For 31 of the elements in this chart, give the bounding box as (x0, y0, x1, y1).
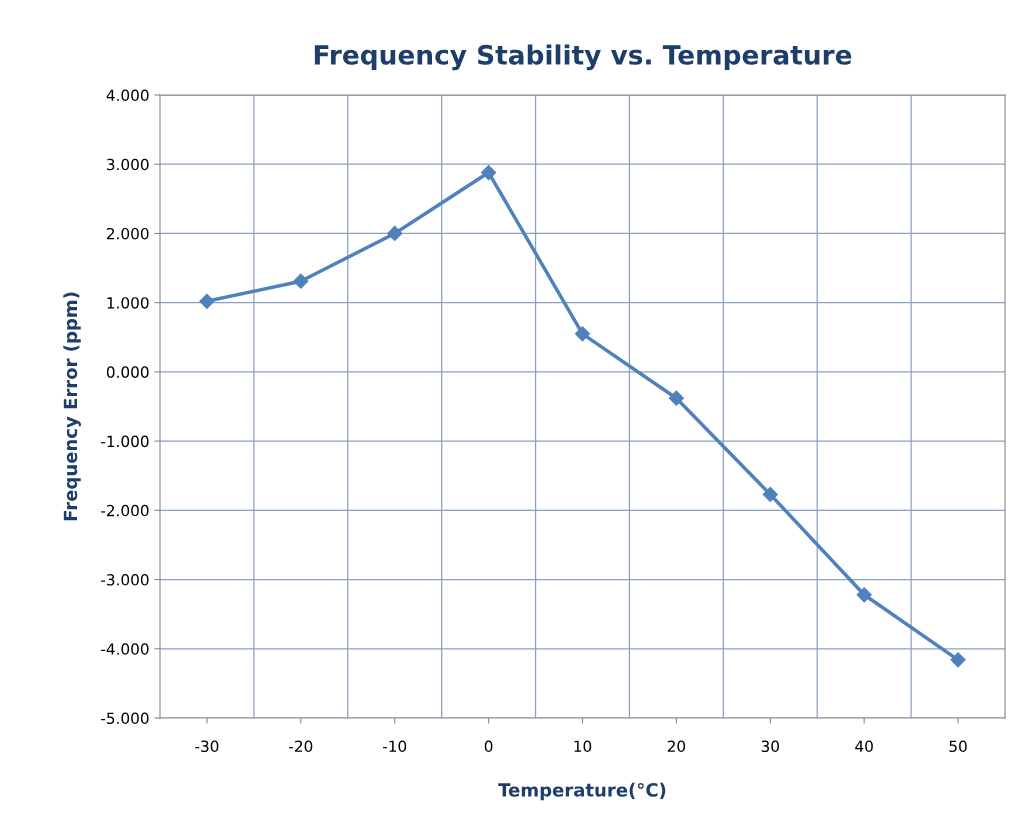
point (481, 164, 497, 181)
x-tick-label: -20 (289, 740, 313, 753)
y-tick-label: -1.000 (101, 435, 149, 448)
point (950, 652, 966, 668)
point (574, 326, 591, 342)
x-axis-title: Temperature(°C) (498, 782, 666, 801)
x-tick-label: 20 (667, 740, 686, 753)
y-tick-label: 4.000 (106, 89, 149, 102)
point (199, 293, 215, 309)
x-tick-label: 30 (761, 740, 779, 753)
point (668, 390, 684, 406)
x-tick-label: -10 (382, 740, 407, 753)
x-tick-label: 10 (574, 740, 592, 753)
point (293, 273, 309, 289)
y-tick-label: 0.000 (106, 366, 149, 378)
x-tick-label: 40 (855, 740, 873, 753)
y-tick-label: -5.000 (101, 712, 149, 725)
y-tick-label: 2.000 (106, 227, 149, 240)
y-tick-label: 3.000 (107, 158, 149, 171)
y-tick-label: -4.000 (101, 643, 149, 655)
y-tick-label: 1.000 (107, 297, 149, 309)
point (762, 486, 778, 502)
x-tick-label: 50 (949, 740, 967, 753)
x-tick-label: 0 (484, 740, 493, 753)
x-tick-label: -30 (195, 740, 219, 753)
y-tick-label: -2.000 (101, 504, 149, 517)
y-tick-label: -3.000 (101, 574, 149, 586)
chart-title: Frequency Stability vs. Temperature (314, 44, 852, 71)
y-axis-title: Frequency Error (ppm) (63, 292, 81, 521)
point (387, 225, 403, 242)
point (856, 587, 872, 603)
